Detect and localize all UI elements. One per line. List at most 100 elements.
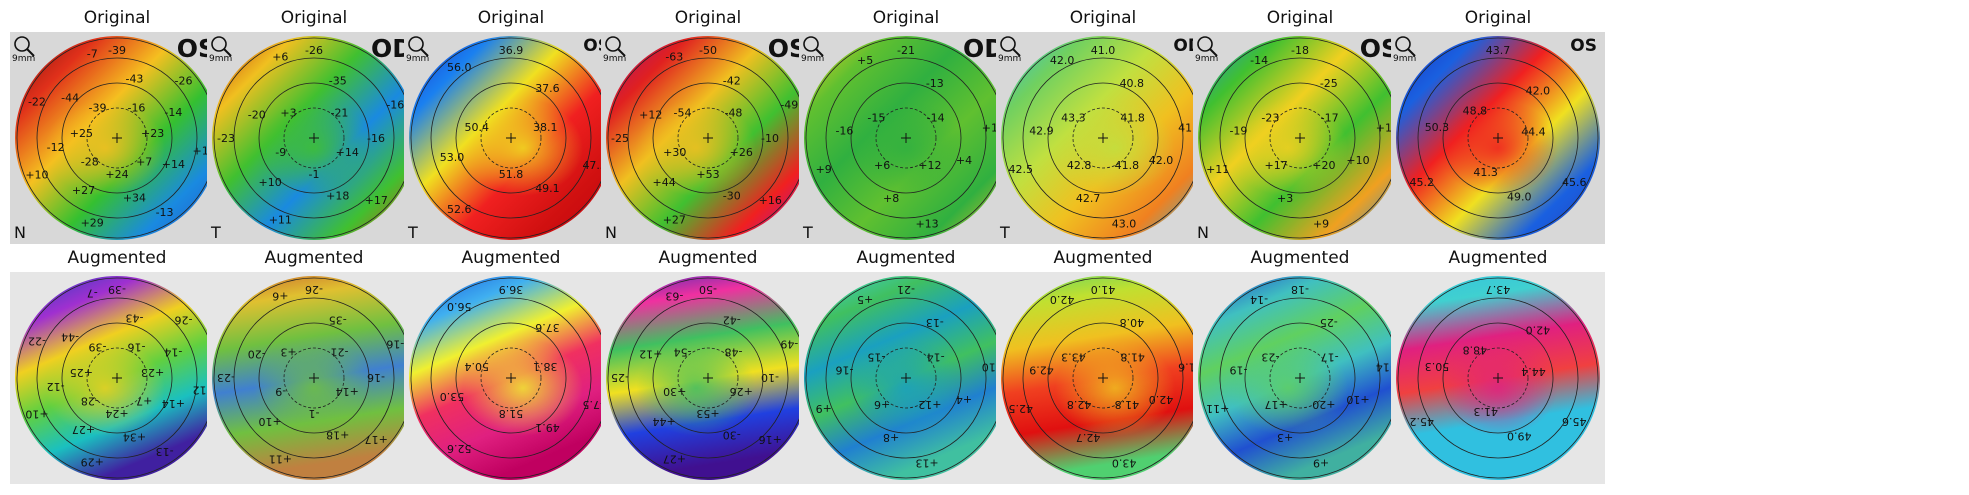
zone-ring [1467, 347, 1529, 409]
map-value-label: +12 [918, 398, 941, 411]
map-value-label: +44 [653, 176, 676, 189]
map-value-label: +11 [269, 452, 292, 465]
map-value-label: -39 [89, 341, 107, 354]
map-value-label: -14 [927, 112, 945, 125]
map-value-label: 45.6 [1562, 176, 1587, 189]
zone-ring [86, 347, 148, 409]
augmented-map-panel: -21 -13 -14 +10 +4 +12 +13 +8 +6 +9 -16 -15 +5 [799, 272, 1013, 484]
zone-ring [258, 322, 370, 434]
caption-augmented: Augmented [1250, 248, 1350, 268]
map-value-label: +26 [730, 385, 753, 398]
map-value-label: -12 [47, 380, 65, 393]
caption-augmented: Augmented [461, 248, 561, 268]
map-value-label: 41.8 [1120, 112, 1145, 125]
map-value-label: +23 [141, 127, 164, 140]
map-value-label: -23 [1261, 351, 1279, 364]
map-value-label: -14 [164, 345, 182, 358]
map-value-label: +12 [639, 108, 662, 121]
map-value-label: 53.0 [440, 390, 465, 403]
map-value-label: -21 [330, 346, 348, 359]
map-value-label: +9 [816, 402, 832, 415]
map-value-label: +24 [105, 407, 128, 420]
topography-map: 43.7 42.0 44.4 45.6 49.0 41.3 45.2 50.3 48.8 [1396, 36, 1600, 240]
magnifier-icon: 9mm [603, 34, 629, 64]
scale-label: 9mm [603, 54, 627, 64]
map-value-label: 42.8 [1067, 398, 1092, 411]
map-value-label: +7 [136, 395, 152, 408]
map-value-label: -16 [386, 337, 404, 350]
map-value-label: 42.0 [1149, 154, 1174, 167]
map-value-label: +6 [272, 51, 288, 64]
caption-original: Original [872, 8, 940, 28]
map-value-label: -21 [897, 44, 915, 57]
orientation-left: N [14, 223, 26, 242]
map-value-label: 49.1 [535, 421, 560, 434]
figure-column: Original -39 -43 -16 -26 -14 +23 +12 +14 +7 -13 +34… [10, 0, 224, 495]
zone-ring [61, 82, 173, 194]
topography-map: 36.9 37.6 38.1 47.5 49.1 51.8 52.6 53.0 50.4 56.0 [409, 276, 613, 480]
map-value-label: 50.3 [1425, 121, 1450, 134]
map-value-label: -16 [367, 371, 385, 384]
map-value-label: -25 [611, 132, 629, 145]
map-value-label: 42.0 [1149, 393, 1174, 406]
map-value-label: +10 [259, 176, 282, 189]
topography-map: 41.040.841.841.642.041.843.042.742.842.5… [1001, 36, 1205, 240]
original-map-panel: 36.9 37.6 38.1 47.5 49.1 51.8 52.6 53.0 50.4 56.0… [404, 32, 618, 244]
map-value-label: -1 [309, 407, 320, 420]
map-value-label: +10 [25, 408, 48, 421]
map-value-label: 38.1 [533, 121, 558, 134]
map-value-label: -42 [723, 314, 741, 327]
map-value-label: +16 [759, 194, 782, 207]
topography-map: 41.040.841.841.642.041.843.042.742.842.5… [1001, 276, 1205, 480]
map-value-label: 41.3 [1473, 405, 1498, 418]
map-value-label: +12 [918, 159, 941, 172]
map-value-label: -20 [248, 347, 266, 360]
center-cross [901, 373, 911, 383]
orientation-left: N [605, 223, 617, 242]
map-value-label: +17 [365, 433, 388, 446]
center-cross [1295, 373, 1305, 383]
map-value-label: -39 [89, 102, 107, 115]
zone-ring [283, 107, 345, 169]
map-value-label: +13 [915, 456, 938, 469]
map-value-label: +44 [653, 415, 676, 428]
caption-original: Original [1069, 8, 1137, 28]
zone-ring [36, 297, 198, 459]
zone-ring [1244, 82, 1356, 194]
map-value-label: 44.4 [1521, 126, 1546, 139]
map-value-label: +6 [272, 290, 288, 303]
figure-column: Original -18 -25 -17 +14 +10 +20 +9 +3 +17 +11 -19-… [1193, 0, 1407, 495]
map-value-label: +9 [1313, 456, 1329, 469]
augmented-map-panel: -39 -43 -16 -26 -14 +23 +12 +14 +7 -13 +34 +24 +29 +2… [10, 272, 224, 484]
zone-ring [850, 322, 962, 434]
caption-original: Original [1464, 8, 1532, 28]
magnifier-icon: 9mm [1393, 34, 1419, 64]
caption-augmented: Augmented [1053, 248, 1153, 268]
map-value-label: 43.3 [1061, 351, 1086, 364]
zone-ring [455, 322, 567, 434]
zone-ring [875, 107, 937, 169]
zone-ring [283, 347, 345, 409]
map-value-label: +53 [696, 168, 719, 181]
augmented-map-panel: 43.7 42.0 44.4 45.6 49.0 41.3 45.2 50.3 48.8 [1391, 272, 1605, 484]
topography-map: -39-43-16-26-14+23+12+14+7-13+34+24+29+2… [15, 36, 219, 240]
map-value-label: -28 [81, 156, 99, 169]
map-value-label: -63 [665, 51, 683, 64]
map-value-label: -43 [125, 73, 143, 86]
map-value-label: 56.0 [447, 300, 472, 313]
map-value-label: -19 [1229, 364, 1247, 377]
map-value-label: 43.0 [1112, 217, 1137, 230]
map-value-label: +34 [123, 430, 146, 443]
zone-ring [1269, 107, 1331, 169]
map-value-label: -13 [156, 445, 174, 458]
zone-ring [1244, 322, 1356, 434]
map-value-label: +24 [105, 168, 128, 181]
map-value-label: 40.8 [1120, 77, 1145, 90]
scale-label: 9mm [998, 54, 1022, 64]
map-value-label: +3 [1277, 431, 1293, 444]
zone-ring [1269, 347, 1331, 409]
map-value-label: +34 [123, 191, 146, 204]
map-value-label: 41.8 [1120, 351, 1145, 364]
center-cross [506, 373, 516, 383]
map-value-label: -14 [1250, 54, 1268, 67]
